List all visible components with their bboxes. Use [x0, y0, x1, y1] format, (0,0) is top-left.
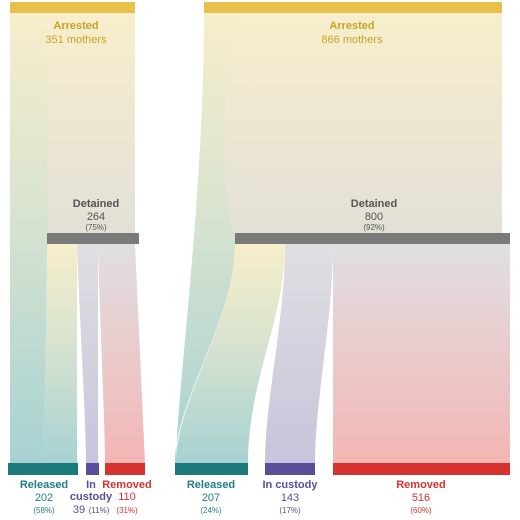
- left-removed-label: Removed: [102, 479, 152, 491]
- right-detained-label: Detained: [351, 198, 397, 210]
- right-removed-label: Removed: [396, 479, 446, 491]
- flow-left-arrested-to-released: [10, 13, 47, 463]
- node-right-released-bar: [175, 463, 248, 475]
- node-left-arrested-bar: [10, 2, 135, 13]
- right-released-label: Released: [187, 479, 235, 491]
- node-left-detained-bar: [47, 233, 139, 244]
- right-custody-count: 143: [281, 492, 299, 504]
- left-detained-pct: (75%): [85, 223, 107, 232]
- node-right-removed-bar: [333, 463, 510, 475]
- right-custody-pct: (17%): [279, 506, 301, 515]
- right-removed-count: 516: [412, 492, 430, 504]
- left-custody-count: 39: [73, 504, 85, 516]
- node-right-arrested-bar: [204, 2, 502, 13]
- node-right-detained-bar: [235, 233, 510, 244]
- flow-right-detained-to-custody: [265, 244, 333, 463]
- node-right-custody-bar: [265, 463, 315, 475]
- flow-right-arrested-to-detained: [224, 13, 502, 233]
- left-removed-pct: (31%): [116, 506, 138, 515]
- flow-right-detained-to-released: [176, 244, 285, 463]
- node-left-custody-bar: [86, 463, 99, 475]
- node-left-removed-bar: [105, 463, 145, 475]
- right-detained-count: 800: [365, 211, 383, 223]
- flow-left-detained-to-removed: [98, 244, 145, 463]
- right-custody-label: In custody: [262, 479, 318, 491]
- left-released-pct: (58%): [33, 506, 55, 515]
- node-left-released-bar: [8, 463, 78, 475]
- flow-right-arrested-to-released: [175, 13, 235, 463]
- left-custody-label-line1: In: [86, 479, 96, 491]
- left-detained-count: 264: [87, 211, 105, 223]
- left-custody-label-line2: custody: [70, 491, 113, 503]
- left-detained-label: Detained: [73, 198, 119, 210]
- left-released-label: Released: [20, 479, 68, 491]
- left-arrested-label: Arrested: [53, 20, 98, 32]
- right-removed-pct: (60%): [410, 506, 432, 515]
- left-arrested-count: 351 mothers: [45, 34, 107, 46]
- flow-left-detained-to-released: [44, 244, 77, 463]
- right-released-count: 207: [202, 492, 220, 504]
- flow-right-detained-to-removed: [333, 244, 510, 463]
- right-released-pct: (24%): [200, 506, 222, 515]
- panel-left: [8, 2, 145, 475]
- panel-right: [175, 2, 510, 475]
- left-released-count: 202: [35, 492, 53, 504]
- left-removed-count: 110: [118, 491, 136, 503]
- flow-left-detained-to-custody: [77, 244, 98, 463]
- flow-left-arrested-to-detained: [47, 13, 135, 233]
- right-arrested-count: 866 mothers: [321, 34, 383, 46]
- right-arrested-label: Arrested: [329, 20, 374, 32]
- right-detained-pct: (92%): [363, 223, 385, 232]
- left-custody-pct: (11%): [89, 506, 110, 515]
